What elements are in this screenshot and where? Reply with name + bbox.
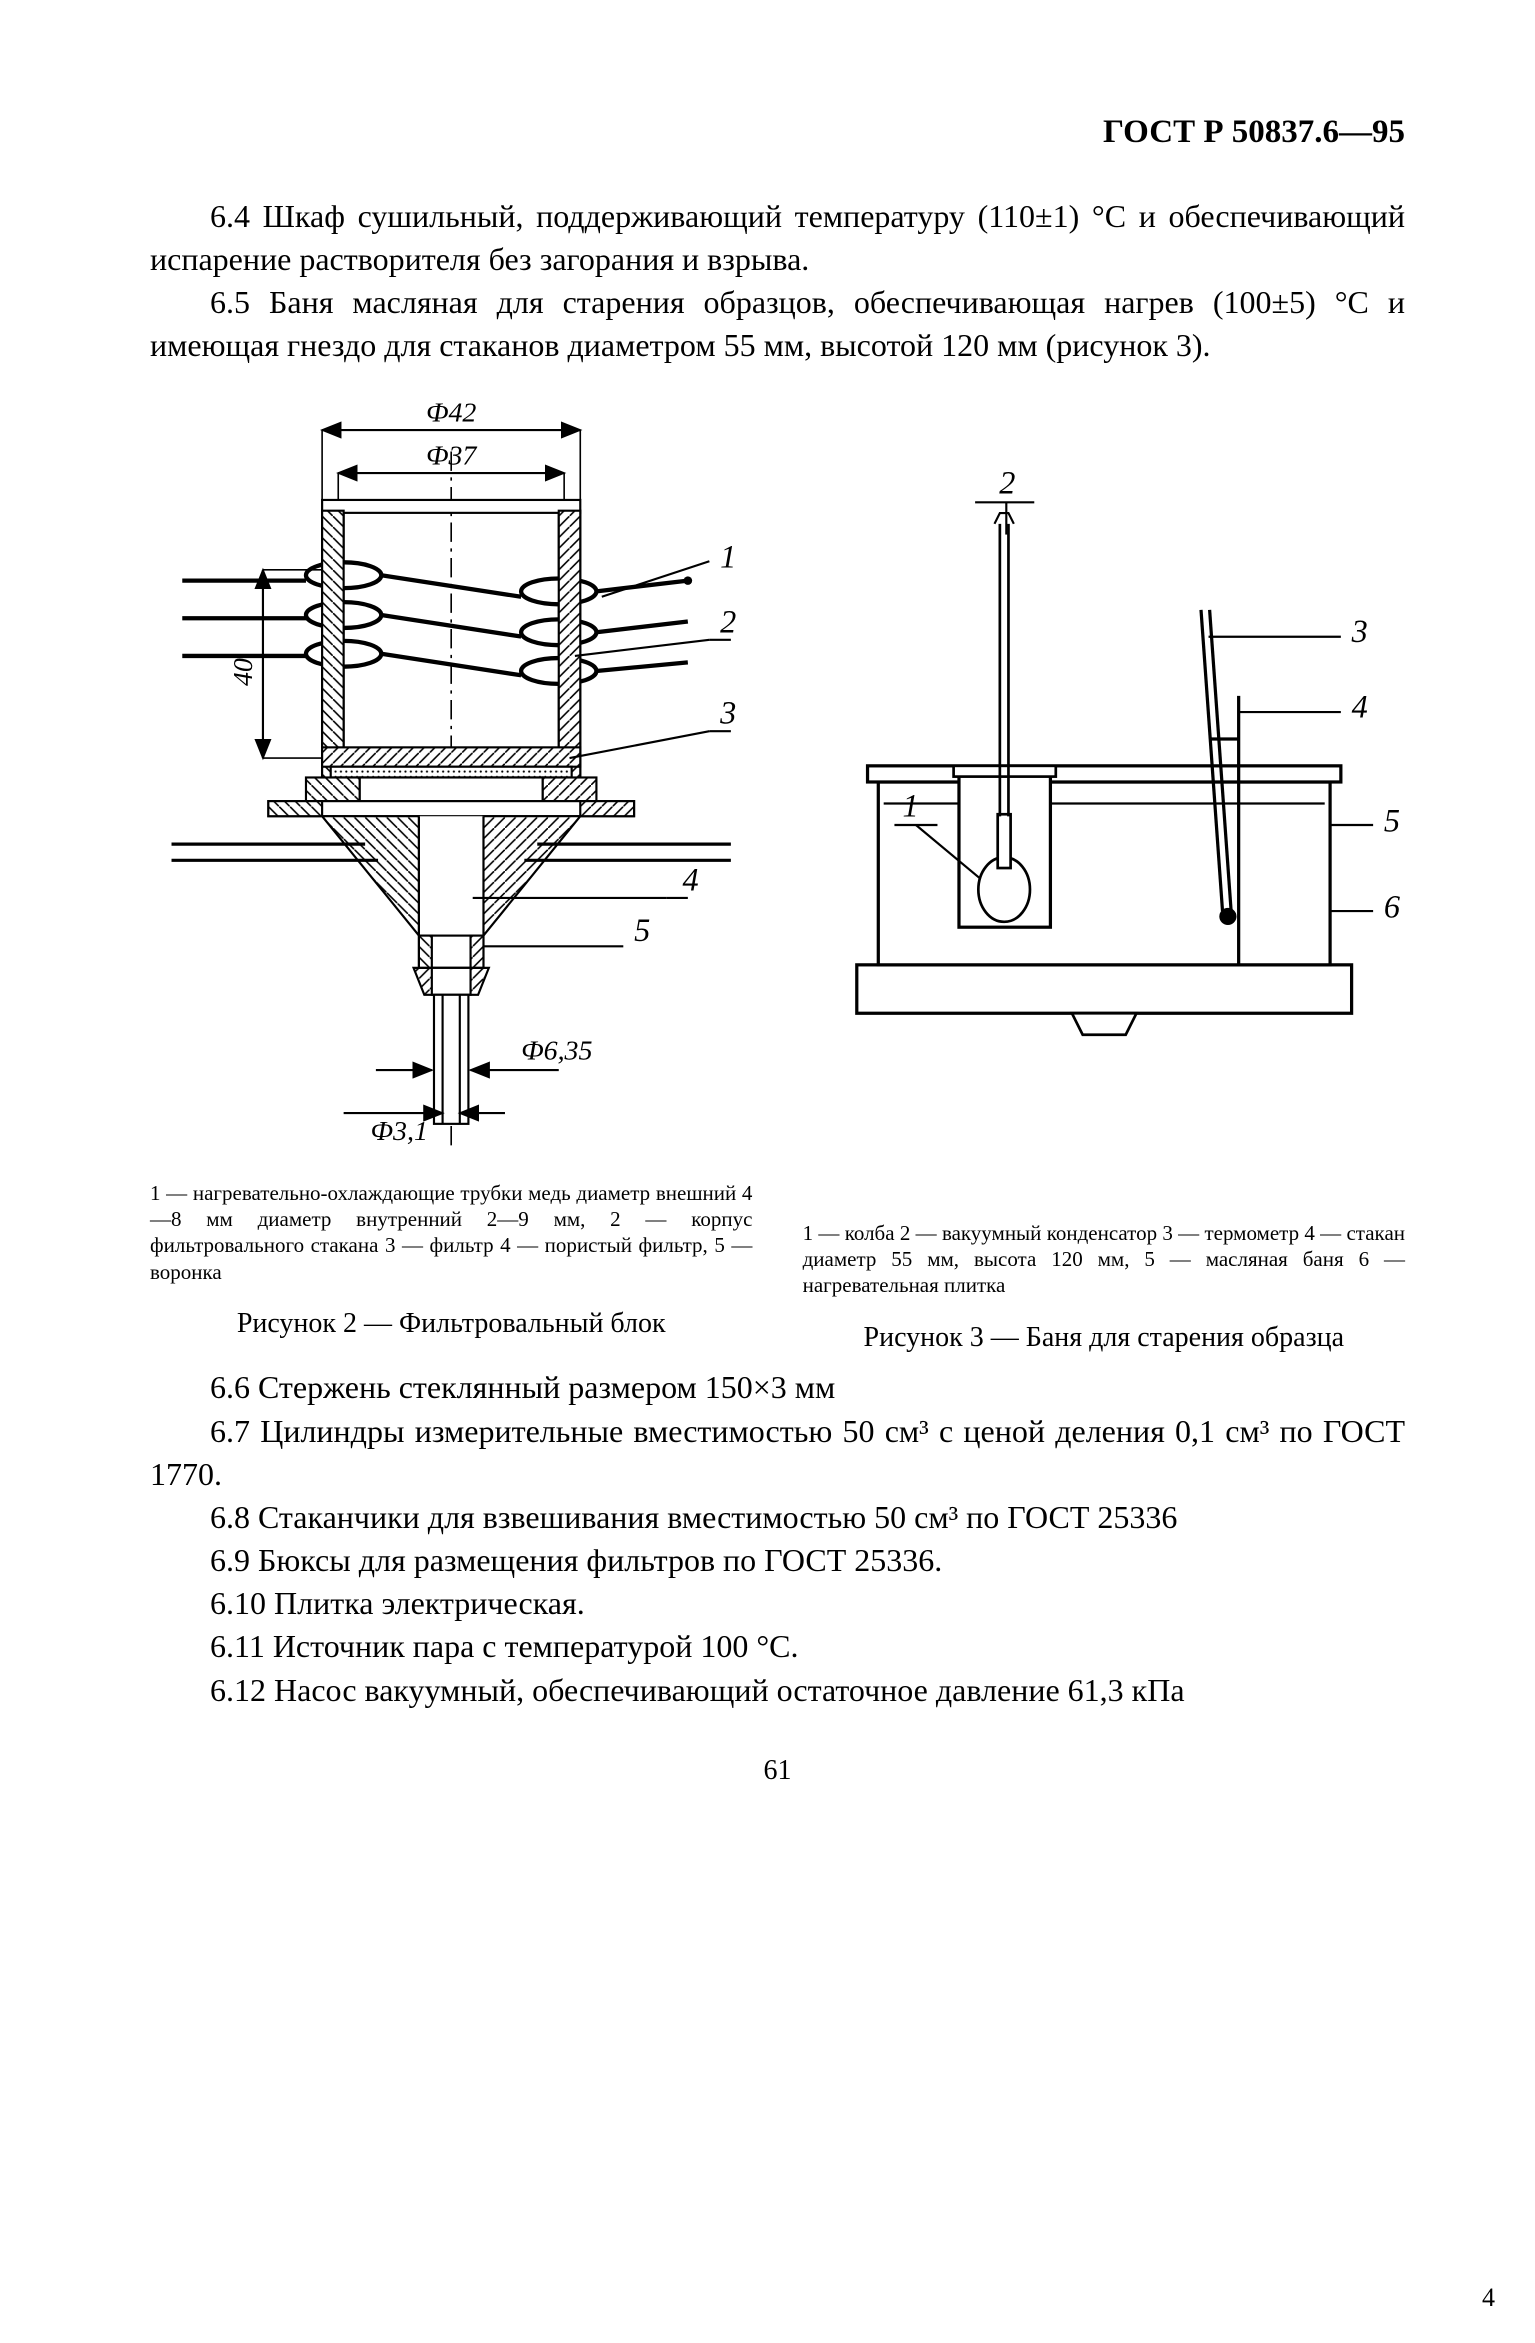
figures-row: Ф42 Ф37 [150, 387, 1405, 1356]
figure-3-legend: 1 — колба 2 — вакуумный конденсатор 3 — … [803, 1220, 1405, 1299]
para-6-5: 6.5 Баня масляная для старения образцов,… [150, 281, 1405, 367]
corner-mark: 4 [1482, 2283, 1495, 2313]
figure-3-diagram: 2 3 4 1 5 6 [803, 427, 1405, 1202]
para-6-5-text: 6.5 Баня масляная для старения образцов,… [150, 284, 1405, 363]
page-number: 61 [150, 1752, 1405, 1790]
figure-2-caption: Рисунок 2 — Фильтровальный блок [150, 1305, 752, 1343]
dim-d42: Ф42 [426, 398, 476, 429]
f3-callout-6: 6 [1383, 889, 1399, 925]
callout-2: 2 [720, 604, 736, 640]
para-6-9-text: 6.9 Бюксы для размещения фильтров по ГОС… [210, 1542, 942, 1578]
para-6-7: 6.7 Цилиндры измерительные вместимостью … [150, 1410, 1405, 1496]
figure-3-column: 2 3 4 1 5 6 1 — колба 2 — вакуумный конд… [803, 387, 1405, 1356]
para-6-4: 6.4 Шкаф сушильный, поддерживающий темпе… [150, 195, 1405, 281]
callout-5: 5 [634, 912, 650, 948]
dim-d37: Ф37 [426, 441, 477, 472]
dim-d635: Ф6,35 [521, 1036, 592, 1067]
figure-2-legend: 1 — нагревательно-охлаждающие трубки мед… [150, 1180, 752, 1285]
callout-3: 3 [719, 695, 736, 731]
f3-callout-1: 1 [902, 788, 918, 824]
figure-3-caption: Рисунок 3 — Баня для старения образца [803, 1319, 1405, 1357]
para-6-6: 6.6 Стержень стеклянный размером 150×3 м… [150, 1366, 1405, 1409]
para-6-12: 6.12 Насос вакуумный, обеспечивающий ост… [150, 1669, 1405, 1712]
para-6-11: 6.11 Источник пара с температурой 100 °С… [150, 1625, 1405, 1668]
f3-callout-2: 2 [999, 465, 1015, 501]
para-6-11-text: 6.11 Источник пара с температурой 100 °С… [210, 1628, 798, 1664]
para-6-7-text: 6.7 Цилиндры измерительные вместимостью … [150, 1413, 1405, 1492]
callout-1: 1 [720, 539, 736, 575]
dim-h40: 40 [228, 658, 259, 686]
dim-d31: Ф3,1 [371, 1116, 428, 1147]
para-6-6-text: 6.6 Стержень стеклянный размером 150×3 м… [210, 1369, 835, 1405]
para-6-4-text: 6.4 Шкаф сушильный, поддерживающий темпе… [150, 198, 1405, 277]
f3-callout-3: 3 [1350, 613, 1367, 649]
f3-callout-5: 5 [1383, 803, 1399, 839]
para-6-8-text: 6.8 Стаканчики для взвешивания вместимос… [210, 1499, 1177, 1535]
f3-callout-4: 4 [1351, 689, 1367, 725]
standard-code: ГОСТ Р 50837.6—95 [150, 110, 1405, 155]
para-6-8: 6.8 Стаканчики для взвешивания вместимос… [150, 1496, 1405, 1539]
callout-4: 4 [682, 862, 698, 898]
figure-2-diagram: Ф42 Ф37 [150, 387, 752, 1162]
figure-2-column: Ф42 Ф37 [150, 387, 752, 1356]
para-6-10: 6.10 Плитка электрическая. [150, 1582, 1405, 1625]
para-6-12-text: 6.12 Насос вакуумный, обеспечивающий ост… [210, 1672, 1185, 1708]
para-6-9: 6.9 Бюксы для размещения фильтров по ГОС… [150, 1539, 1405, 1582]
page-container: ГОСТ Р 50837.6—95 6.4 Шкаф сушильный, по… [0, 0, 1535, 1850]
para-6-10-text: 6.10 Плитка электрическая. [210, 1585, 585, 1621]
